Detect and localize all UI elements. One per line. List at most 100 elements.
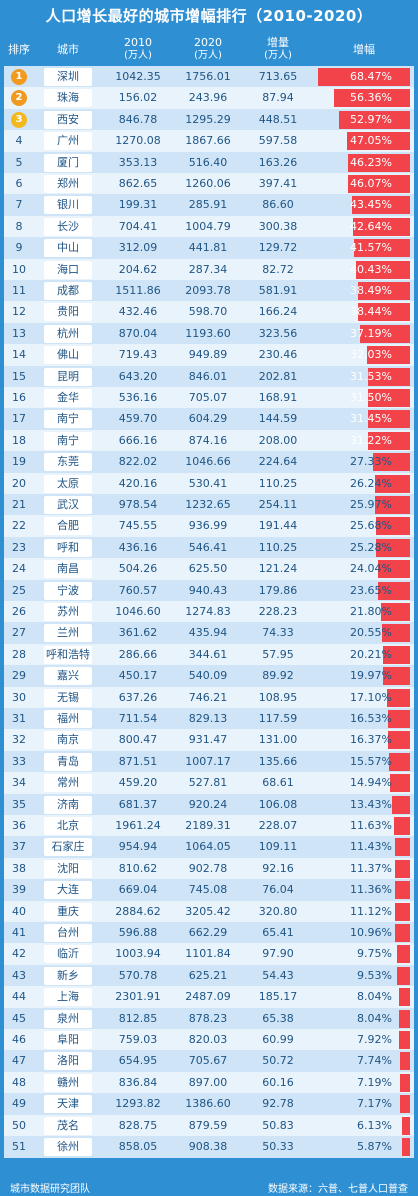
- city-cell: 杭州: [44, 324, 92, 343]
- growth-bar: [367, 367, 410, 386]
- city-cell: 海口: [44, 260, 92, 279]
- value-2020-cell: 1101.84: [185, 947, 231, 961]
- increment-cell: 191.44: [258, 519, 298, 533]
- growth-bar: [354, 239, 410, 258]
- growth-bar: [376, 538, 410, 557]
- value-2020-cell: 897.00: [188, 1075, 228, 1089]
- table-row: 6 郑州 862.65 1260.06 397.41 46.07%: [4, 173, 414, 195]
- increment-cell: 448.51: [258, 112, 298, 126]
- increment-cell: 228.23: [258, 605, 298, 618]
- city-cell: 无锡: [44, 688, 92, 707]
- increment-cell: 320.80: [258, 904, 298, 918]
- value-2020-cell: 908.38: [188, 1140, 228, 1153]
- value-2010-cell: 871.51: [118, 754, 158, 768]
- value-2020-cell: 2093.78: [185, 284, 231, 297]
- city-cell: 上海: [44, 988, 92, 1007]
- value-2020-cell: 1193.60: [185, 326, 231, 340]
- table-row: 3 西安 846.78 1295.29 448.51 52.97%: [4, 108, 414, 131]
- rank-cell: 49: [12, 1097, 26, 1111]
- value-2010-cell: 759.03: [118, 1033, 158, 1046]
- table-row: 20 太原 420.16 530.41 110.25 26.24%: [4, 472, 414, 495]
- city-cell: 新乡: [44, 966, 92, 985]
- growth-bar: [375, 517, 410, 536]
- growth-bar: [318, 68, 410, 86]
- value-2010-cell: 436.16: [118, 540, 158, 554]
- city-cell: 广州: [44, 132, 92, 151]
- value-2020-cell: 705.07: [188, 391, 228, 404]
- header-increment: 增量 (万人): [246, 32, 310, 66]
- rank-cell: 5: [15, 155, 23, 169]
- rank-cell: 35: [12, 797, 26, 811]
- value-2020-cell: 662.29: [188, 926, 228, 939]
- rank-cell: 28: [12, 647, 26, 661]
- growth-label: 38.44%: [350, 305, 392, 319]
- growth-label: 32.03%: [350, 348, 392, 362]
- value-2020-cell: 540.09: [188, 669, 228, 683]
- city-cell: 南昌: [44, 560, 92, 579]
- value-2010-cell: 1270.08: [115, 134, 161, 148]
- table-row: 48 赣州 836.84 897.00 60.16 7.19%: [4, 1071, 414, 1094]
- rank-cell: 20: [12, 476, 26, 490]
- table-row: 14 佛山 719.43 949.89 230.46 32.03%: [4, 344, 414, 367]
- increment-cell: 121.24: [258, 562, 298, 576]
- increment-cell: 202.81: [258, 369, 298, 383]
- city-cell: 郑州: [44, 175, 92, 193]
- increment-cell: 166.24: [258, 305, 298, 319]
- growth-bar: [400, 1073, 410, 1092]
- growth-label: 47.05%: [350, 134, 392, 148]
- value-2020-cell: 1004.79: [185, 219, 231, 233]
- city-cell: 南宁: [44, 410, 92, 429]
- increment-cell: 54.43: [262, 968, 294, 982]
- growth-bar: [402, 1138, 410, 1156]
- growth-label: 20.21%: [350, 647, 392, 661]
- table-row: 4 广州 1270.08 1867.66 597.58 47.05%: [4, 130, 414, 153]
- table-row: 41 台州 596.88 662.29 65.41 10.96%: [4, 922, 414, 944]
- increment-cell: 224.64: [258, 455, 298, 469]
- city-cell: 呼和: [44, 538, 92, 557]
- value-2020-cell: 1756.01: [185, 70, 231, 83]
- header-2020: 2020 (万人): [174, 32, 242, 66]
- city-cell: 东莞: [44, 453, 92, 472]
- increment-cell: 65.41: [262, 926, 294, 939]
- growth-bar: [373, 453, 410, 472]
- growth-label: 11.12%: [350, 904, 392, 918]
- value-2010-cell: 1042.35: [115, 70, 161, 83]
- table-row: 31 福州 711.54 829.13 117.59 16.53%: [4, 708, 414, 730]
- growth-bar: [377, 560, 410, 579]
- growth-bar: [358, 282, 410, 300]
- rank-cell: 31: [12, 712, 26, 725]
- growth-bar: [366, 346, 410, 365]
- growth-bar: [367, 410, 410, 429]
- growth-label: 31.53%: [350, 369, 392, 383]
- increment-cell: 323.56: [258, 326, 298, 340]
- rank-cell: 12: [12, 305, 26, 319]
- rank-cell: 32: [12, 733, 26, 747]
- city-cell: 石家庄: [44, 838, 92, 857]
- rank-cell: 34: [12, 776, 26, 790]
- rank-cell: 10: [12, 262, 26, 276]
- growth-label: 9.75%: [357, 947, 392, 961]
- rank-cell: 4: [15, 134, 23, 148]
- table-row: 5 厦门 353.13 516.40 163.26 46.23%: [4, 151, 414, 174]
- city-cell: 临沂: [44, 945, 92, 964]
- growth-label: 43.45%: [350, 198, 392, 212]
- value-2010-cell: 1961.24: [115, 819, 161, 832]
- growth-bar: [346, 132, 410, 151]
- city-cell: 厦门: [44, 153, 92, 172]
- city-cell: 徐州: [44, 1138, 92, 1156]
- value-2020-cell: 3205.42: [185, 904, 231, 918]
- rank-cell: 38: [12, 861, 26, 875]
- value-2010-cell: 822.02: [118, 455, 158, 469]
- rank-cell: 50: [12, 1118, 26, 1132]
- value-2010-cell: 312.09: [118, 241, 158, 255]
- increment-cell: 92.16: [262, 861, 294, 875]
- rank-cell: 47: [12, 1054, 26, 1068]
- table-row: 24 南昌 504.26 625.50 121.24 24.04%: [4, 558, 414, 581]
- city-cell: 太原: [44, 474, 92, 493]
- growth-bar: [394, 838, 410, 857]
- city-cell: 青岛: [44, 752, 92, 771]
- growth-label: 25.97%: [350, 498, 392, 511]
- value-2020-cell: 940.43: [188, 583, 228, 597]
- city-cell: 贵阳: [44, 303, 92, 322]
- table-row: 42 临沂 1003.94 1101.84 97.90 9.75%: [4, 943, 414, 966]
